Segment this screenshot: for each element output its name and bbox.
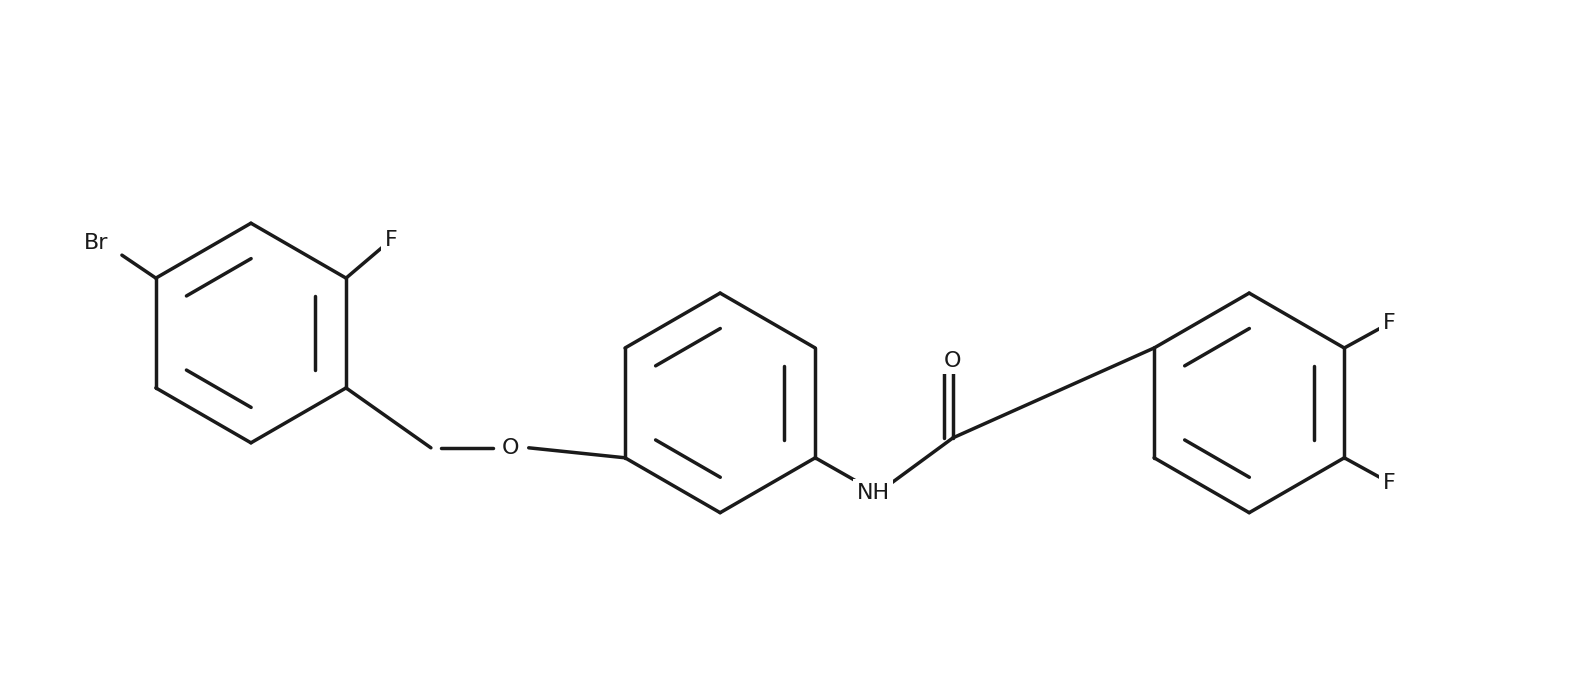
Text: F: F [1382,313,1395,333]
Text: O: O [945,351,962,371]
Text: Br: Br [84,233,107,254]
Text: O: O [502,438,520,458]
Text: NH: NH [856,483,890,503]
Text: F: F [384,230,397,250]
Text: F: F [1382,473,1395,493]
